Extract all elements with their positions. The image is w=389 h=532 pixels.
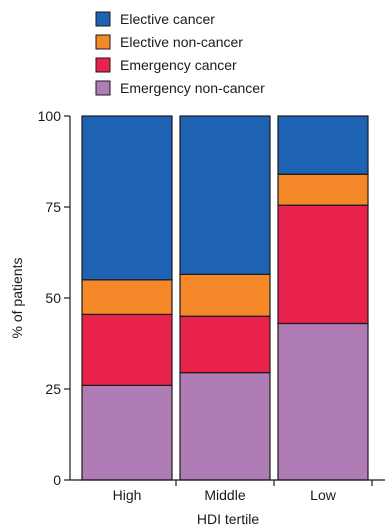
y-tick-label-75: 75 [45, 199, 61, 215]
legend-label-elective-non-cancer: Elective non-cancer [120, 34, 243, 50]
y-tick-label-0: 0 [53, 472, 61, 488]
bar-segment-low-elective-non-cancer [277, 173, 369, 206]
y-tick-label-100: 100 [38, 108, 62, 124]
x-tick-label-middle: Middle [204, 487, 245, 503]
bar-segment-high-emergency-non-cancer [81, 384, 173, 481]
bars [81, 115, 369, 481]
legend-swatch-elective-cancer [95, 11, 111, 27]
legend-swatch-emergency-cancer [95, 57, 111, 73]
bar-segment-high-emergency-cancer [81, 313, 173, 386]
bar-segment-high-elective-cancer [81, 115, 173, 281]
y-tick-label-25: 25 [45, 381, 61, 397]
bar-segment-low-emergency-non-cancer [277, 322, 369, 481]
bar-segment-middle-elective-non-cancer [179, 273, 271, 317]
legend-label-elective-cancer: Elective cancer [120, 11, 215, 27]
legend-label-emergency-cancer: Emergency cancer [120, 57, 237, 73]
y-tick-label-50: 50 [45, 290, 61, 306]
legend-swatch-elective-non-cancer [95, 34, 111, 50]
legend-label-emergency-non-cancer: Emergency non-cancer [120, 80, 265, 96]
bar-segment-high-elective-non-cancer [81, 279, 173, 315]
bar-segment-middle-emergency-non-cancer [179, 372, 271, 481]
legend-swatch-emergency-non-cancer [95, 80, 111, 96]
x-axis-label: HDI tertile [197, 511, 259, 527]
x-tick-label-low: Low [310, 487, 337, 503]
x-tick-label-high: High [113, 487, 142, 503]
bar-segment-low-elective-cancer [277, 115, 369, 175]
y-axis-label: % of patients [9, 258, 25, 339]
bar-segment-middle-emergency-cancer [179, 315, 271, 374]
bar-segment-middle-elective-cancer [179, 115, 271, 275]
legend: Elective cancer Elective non-cancer Emerge… [95, 11, 265, 96]
bar-segment-low-emergency-cancer [277, 204, 369, 325]
axes: High Middle Low 0 25 50 75 100 [38, 108, 385, 503]
